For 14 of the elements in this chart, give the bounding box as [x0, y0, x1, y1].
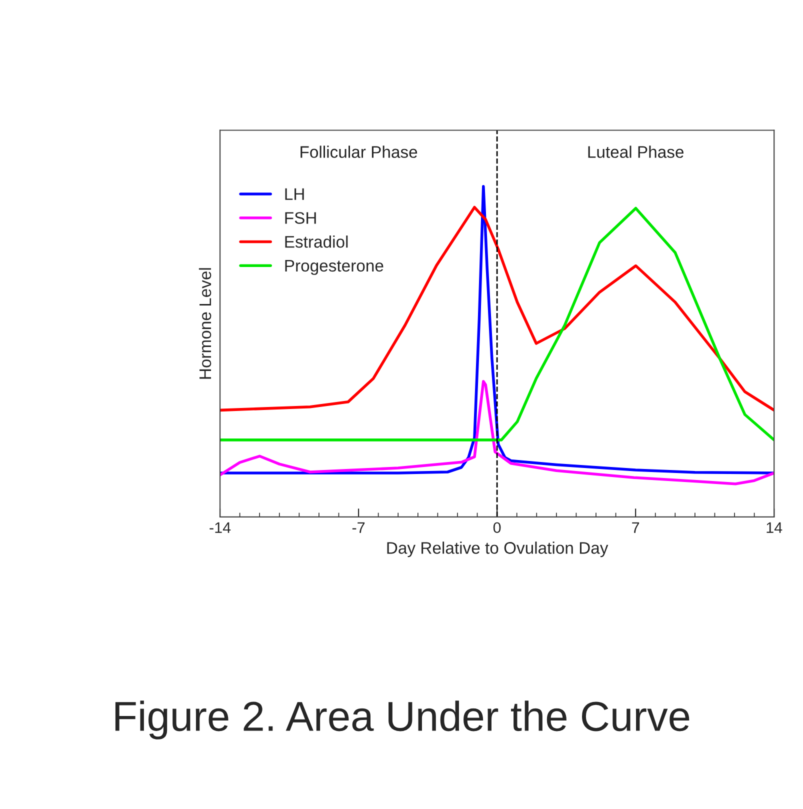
text: Figure 2. Area Under the Curve	[115, 700, 690, 740]
text: Luteal Phase	[588, 146, 684, 158]
x-tick-label: 14	[766, 522, 782, 533]
x-tick-label: -14	[210, 522, 231, 533]
text: Follicular Phase	[300, 146, 418, 158]
x-tick-label: -7	[352, 522, 365, 533]
legend-label: Progesterone	[285, 260, 384, 275]
x-tick-label: 0	[493, 522, 501, 534]
x-tick-label: 7	[632, 522, 640, 533]
legend-label: FSH	[285, 212, 316, 224]
legend-label: Estradiol	[285, 236, 348, 248]
legend-label: LH	[285, 188, 304, 200]
x-axis-title: Day Relative to Ovulation Day	[387, 542, 608, 558]
y-axis-title: Hormone Level	[198, 268, 212, 379]
